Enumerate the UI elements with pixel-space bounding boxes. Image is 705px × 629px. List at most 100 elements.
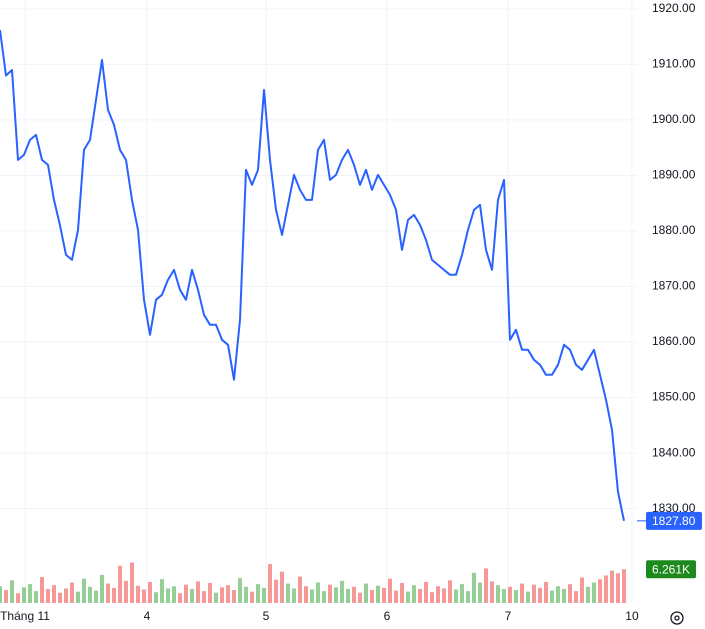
volume-bar <box>471 572 476 603</box>
volume-marker-label: 6.261K <box>652 562 690 576</box>
volume-bar <box>297 576 302 603</box>
y-tick-label: 1910.00 <box>652 57 696 71</box>
volume-bar <box>261 587 266 603</box>
volume-bar <box>267 564 272 603</box>
volume-bar <box>579 577 584 603</box>
volume-bar <box>603 575 608 603</box>
volume-bar <box>105 583 110 603</box>
volume-bar <box>135 585 140 603</box>
volume-bar <box>417 588 422 603</box>
volume-bar <box>309 589 314 603</box>
volume-bar <box>111 587 116 603</box>
volume-bar <box>285 583 290 603</box>
volume-bar <box>33 591 38 603</box>
volume-bar <box>57 592 62 603</box>
volume-bar <box>243 586 248 603</box>
volume-bar <box>465 591 470 603</box>
volume-bar <box>573 591 578 603</box>
x-tick-label: 7 <box>505 609 512 623</box>
volume-bar <box>411 585 416 603</box>
volume-bar <box>195 581 200 603</box>
volume-marker-box <box>646 560 696 579</box>
y-tick-label: 1850.00 <box>652 390 696 404</box>
volume-bar <box>405 591 410 603</box>
y-tick-label: 1870.00 <box>652 279 696 293</box>
volume-bar <box>615 573 620 603</box>
volume-bar <box>0 586 2 603</box>
x-tick-label: Tháng 11 <box>0 609 50 623</box>
volume-bar <box>273 579 278 603</box>
volume-bar <box>303 586 308 603</box>
volume-bar <box>177 593 182 603</box>
volume-bar <box>45 588 50 603</box>
volume-bar <box>249 591 254 603</box>
volume-bar <box>21 587 26 603</box>
volume-bar <box>237 578 242 603</box>
volume-bar <box>423 581 428 603</box>
volume-bar <box>147 581 152 603</box>
volume-bar <box>99 574 104 603</box>
y-tick-label: 1920.00 <box>652 1 696 15</box>
volume-bar <box>213 592 218 603</box>
volume-bar <box>549 590 554 603</box>
volume-bar <box>171 586 176 603</box>
volume-bar <box>531 584 536 603</box>
volume-bar <box>561 588 566 603</box>
volume-bar <box>315 582 320 603</box>
volume-bar <box>207 583 212 603</box>
volume-bar <box>501 588 506 603</box>
volume-bar <box>153 592 158 603</box>
volume-bar <box>597 579 602 603</box>
volume-bar <box>369 590 374 603</box>
volume-bar <box>63 588 68 603</box>
volume-bar <box>543 581 548 603</box>
volume-bar <box>51 585 56 603</box>
volume-bar <box>9 580 14 603</box>
volume-bar <box>447 580 452 603</box>
volume-bar <box>537 587 542 603</box>
volume-bar <box>3 590 8 603</box>
volume-bar <box>201 591 206 603</box>
volume-bar <box>321 591 326 603</box>
volume-bar <box>279 571 284 603</box>
volume-bar <box>375 585 380 603</box>
volume-bar <box>591 582 596 603</box>
volume-bar <box>357 592 362 603</box>
volume-bar <box>117 565 122 603</box>
volume-bar <box>219 587 224 603</box>
gear-outer[interactable] <box>670 611 684 625</box>
volume-bar <box>459 584 464 603</box>
volume-bar <box>327 584 332 603</box>
volume-bar <box>123 580 128 603</box>
volume-bar <box>567 584 572 603</box>
volume-bar <box>75 591 80 603</box>
y-tick-label: 1900.00 <box>652 112 696 126</box>
grid <box>0 0 637 603</box>
settings-icon[interactable] <box>670 611 684 625</box>
volume-bar <box>27 584 32 603</box>
volume-bar <box>363 583 368 603</box>
volume-bar <box>87 586 92 603</box>
volume-bar <box>525 591 530 603</box>
volume-bar <box>441 588 446 603</box>
gear-inner[interactable] <box>674 615 680 621</box>
volume-bar <box>165 588 170 603</box>
volume-bar <box>141 589 146 603</box>
volume-bar <box>621 569 626 603</box>
volume-bar <box>255 584 260 603</box>
volume-bar <box>507 586 512 603</box>
x-tick-label: 4 <box>144 609 151 623</box>
volume-bar <box>435 586 440 603</box>
volume-bar <box>555 586 560 603</box>
price-marker-box <box>646 511 702 530</box>
volume-bar <box>495 585 500 603</box>
volume-bar <box>291 588 296 603</box>
volume-bar <box>513 590 518 603</box>
volume-bar <box>15 593 20 603</box>
y-tick-label: 1890.00 <box>652 168 696 182</box>
volume-bar <box>609 570 614 603</box>
y-tick-label: 1880.00 <box>652 223 696 237</box>
volume-bar <box>225 585 230 603</box>
x-tick-label: 6 <box>384 609 391 623</box>
